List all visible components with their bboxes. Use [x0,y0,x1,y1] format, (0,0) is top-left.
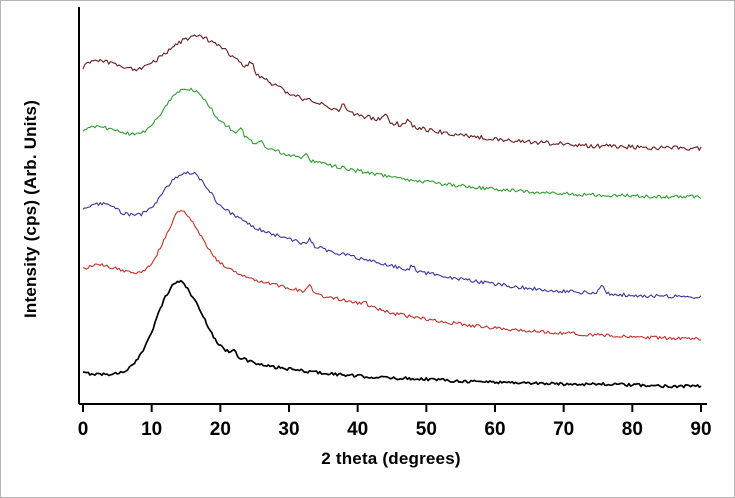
x-tick-label: 40 [347,419,368,440]
x-axis-label: 2 theta (degrees) [321,449,461,468]
x-tick-label: 10 [141,419,162,440]
x-tick-label: 70 [553,419,574,440]
x-tick-label: 50 [416,419,437,440]
x-tick-label: 90 [690,419,711,440]
x-tick-label: 0 [78,419,89,440]
y-axis-label: Intensity (cps) (Arb. Units) [21,99,40,319]
series-pattern-red [82,209,702,341]
x-tick-label: 20 [210,419,231,440]
x-tick-label: 60 [484,419,505,440]
series-pattern-black-bottom [82,279,702,389]
x-tick-label: 30 [278,419,299,440]
series-pattern-green [82,87,702,199]
x-tick-label: 80 [622,419,643,440]
series-pattern-maroon-top [82,34,702,151]
series-pattern-blue [82,171,702,299]
